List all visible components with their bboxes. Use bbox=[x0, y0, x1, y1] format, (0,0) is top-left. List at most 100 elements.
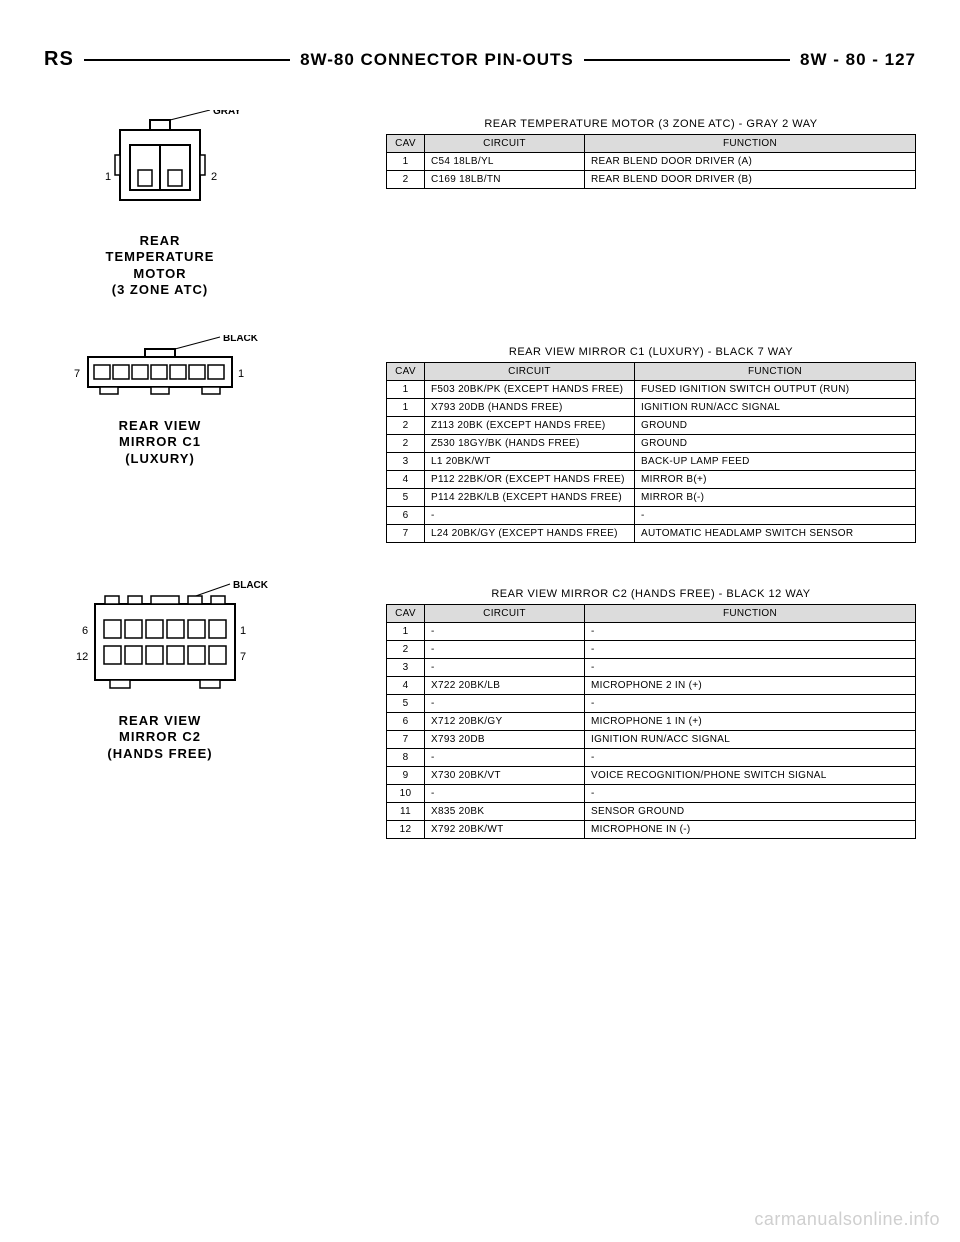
table-row: 7L24 20BK/GY (EXCEPT HANDS FREE)AUTOMATI… bbox=[387, 525, 916, 543]
cell-circuit: - bbox=[425, 749, 585, 767]
connector-diagram-1: GRAY 1 2 REAR TEMPERATURE MOTOR (3 ZONE … bbox=[60, 110, 260, 298]
dia3-l1: REAR VIEW bbox=[60, 713, 260, 729]
cell-cav: 1 bbox=[387, 153, 425, 171]
dia2-l1: REAR VIEW bbox=[60, 418, 260, 434]
cell-cav: 12 bbox=[387, 821, 425, 839]
connector-svg-3: BLACK 6 1 12 7 bbox=[60, 580, 270, 700]
th-circuit: CIRCUIT bbox=[425, 363, 635, 381]
table-header-row: CAV CIRCUIT FUNCTION bbox=[387, 135, 916, 153]
dia1-l1: REAR bbox=[60, 233, 260, 249]
cell-function: REAR BLEND DOOR DRIVER (A) bbox=[585, 153, 916, 171]
cell-cav: 8 bbox=[387, 749, 425, 767]
cell-function: - bbox=[585, 659, 916, 677]
cell-cav: 7 bbox=[387, 525, 425, 543]
th-function: FUNCTION bbox=[585, 605, 916, 623]
cell-circuit: P114 22BK/LB (EXCEPT HANDS FREE) bbox=[425, 489, 635, 507]
pin-left-2: 7 bbox=[74, 368, 80, 380]
dia2-l2: MIRROR C1 bbox=[60, 434, 260, 450]
cell-function: IGNITION RUN/ACC SIGNAL bbox=[635, 399, 916, 417]
cell-function: - bbox=[585, 623, 916, 641]
diagram-label-1: REAR TEMPERATURE MOTOR (3 ZONE ATC) bbox=[60, 233, 260, 298]
color-tag-1: GRAY bbox=[213, 110, 241, 117]
table-header-row: CAV CIRCUIT FUNCTION bbox=[387, 363, 916, 381]
table-row: 4P112 22BK/OR (EXCEPT HANDS FREE)MIRROR … bbox=[387, 471, 916, 489]
cell-cav: 3 bbox=[387, 453, 425, 471]
cell-circuit: L1 20BK/WT bbox=[425, 453, 635, 471]
cell-circuit: X722 20BK/LB bbox=[425, 677, 585, 695]
table-section-3: REAR VIEW MIRROR C2 (HANDS FREE) - BLACK… bbox=[386, 588, 916, 839]
dia2-l3: (LUXURY) bbox=[60, 451, 260, 467]
cell-function: - bbox=[585, 785, 916, 803]
pin-br-3: 7 bbox=[240, 651, 246, 663]
header-right: 8W - 80 - 127 bbox=[800, 50, 916, 70]
table-row: 12X792 20BK/WTMICROPHONE IN (-) bbox=[387, 821, 916, 839]
pin-tr-3: 1 bbox=[240, 625, 246, 637]
dia3-l3: (HANDS FREE) bbox=[60, 746, 260, 762]
table-row: 1X793 20DB (HANDS FREE)IGNITION RUN/ACC … bbox=[387, 399, 916, 417]
color-tag-2: BLACK bbox=[223, 335, 259, 344]
table-row: 1F503 20BK/PK (EXCEPT HANDS FREE)FUSED I… bbox=[387, 381, 916, 399]
cell-circuit: X835 20BK bbox=[425, 803, 585, 821]
table-row: 2Z113 20BK (EXCEPT HANDS FREE)GROUND bbox=[387, 417, 916, 435]
cell-circuit: C169 18LB/TN bbox=[425, 171, 585, 189]
cell-circuit: X793 20DB bbox=[425, 731, 585, 749]
th-cav: CAV bbox=[387, 605, 425, 623]
cell-function: REAR BLEND DOOR DRIVER (B) bbox=[585, 171, 916, 189]
cell-cav: 5 bbox=[387, 695, 425, 713]
table-row: 5P114 22BK/LB (EXCEPT HANDS FREE)MIRROR … bbox=[387, 489, 916, 507]
cell-function: VOICE RECOGNITION/PHONE SWITCH SIGNAL bbox=[585, 767, 916, 785]
cell-cav: 3 bbox=[387, 659, 425, 677]
cell-cav: 11 bbox=[387, 803, 425, 821]
cell-circuit: X792 20BK/WT bbox=[425, 821, 585, 839]
th-function: FUNCTION bbox=[635, 363, 916, 381]
table-row: 5-- bbox=[387, 695, 916, 713]
diagram-label-3: REAR VIEW MIRROR C2 (HANDS FREE) bbox=[60, 713, 260, 762]
cell-function: GROUND bbox=[635, 435, 916, 453]
connector-svg-1: GRAY 1 2 bbox=[75, 110, 245, 220]
cell-circuit: Z113 20BK (EXCEPT HANDS FREE) bbox=[425, 417, 635, 435]
cell-function: MICROPHONE 1 IN (+) bbox=[585, 713, 916, 731]
cell-function: MICROPHONE 2 IN (+) bbox=[585, 677, 916, 695]
cell-function: FUSED IGNITION SWITCH OUTPUT (RUN) bbox=[635, 381, 916, 399]
cell-cav: 1 bbox=[387, 399, 425, 417]
cell-cav: 6 bbox=[387, 713, 425, 731]
cell-circuit: - bbox=[425, 659, 585, 677]
header-rule-right bbox=[584, 59, 790, 61]
color-tag-3: BLACK bbox=[233, 580, 269, 591]
cell-function: - bbox=[585, 695, 916, 713]
cell-circuit: F503 20BK/PK (EXCEPT HANDS FREE) bbox=[425, 381, 635, 399]
cell-cav: 1 bbox=[387, 381, 425, 399]
cell-function: SENSOR GROUND bbox=[585, 803, 916, 821]
cell-circuit: - bbox=[425, 785, 585, 803]
cell-cav: 2 bbox=[387, 435, 425, 453]
cell-cav: 1 bbox=[387, 623, 425, 641]
cell-circuit: - bbox=[425, 623, 585, 641]
header-rule-left bbox=[84, 59, 290, 61]
th-function: FUNCTION bbox=[585, 135, 916, 153]
pin-right-2: 1 bbox=[238, 368, 244, 380]
header-mid: 8W-80 CONNECTOR PIN-OUTS bbox=[300, 50, 574, 70]
pinout-table-1: CAV CIRCUIT FUNCTION 1C54 18LB/YLREAR BL… bbox=[386, 134, 916, 189]
cell-cav: 6 bbox=[387, 507, 425, 525]
table-row: 8-- bbox=[387, 749, 916, 767]
th-circuit: CIRCUIT bbox=[425, 135, 585, 153]
cell-cav: 2 bbox=[387, 171, 425, 189]
th-cav: CAV bbox=[387, 135, 425, 153]
page-header: RS 8W-80 CONNECTOR PIN-OUTS 8W - 80 - 12… bbox=[44, 48, 916, 71]
pin-left-1: 1 bbox=[105, 171, 111, 183]
cell-function: AUTOMATIC HEADLAMP SWITCH SENSOR bbox=[635, 525, 916, 543]
cell-function: MICROPHONE IN (-) bbox=[585, 821, 916, 839]
pinout-table-2: CAV CIRCUIT FUNCTION 1F503 20BK/PK (EXCE… bbox=[386, 362, 916, 543]
cell-circuit: Z530 18GY/BK (HANDS FREE) bbox=[425, 435, 635, 453]
cell-cav: 7 bbox=[387, 731, 425, 749]
pinout-table-3: CAV CIRCUIT FUNCTION 1--2--3--4X722 20BK… bbox=[386, 604, 916, 839]
cell-function: - bbox=[635, 507, 916, 525]
table-row: 9X730 20BK/VTVOICE RECOGNITION/PHONE SWI… bbox=[387, 767, 916, 785]
pin-tl-3: 6 bbox=[82, 625, 88, 637]
table-title-1: REAR TEMPERATURE MOTOR (3 ZONE ATC) - GR… bbox=[386, 118, 916, 130]
watermark: carmanualsonline.info bbox=[754, 1209, 940, 1230]
cell-circuit: L24 20BK/GY (EXCEPT HANDS FREE) bbox=[425, 525, 635, 543]
table-title-3: REAR VIEW MIRROR C2 (HANDS FREE) - BLACK… bbox=[386, 588, 916, 600]
table-row: 10-- bbox=[387, 785, 916, 803]
table-section-2: REAR VIEW MIRROR C1 (LUXURY) - BLACK 7 W… bbox=[386, 346, 916, 543]
